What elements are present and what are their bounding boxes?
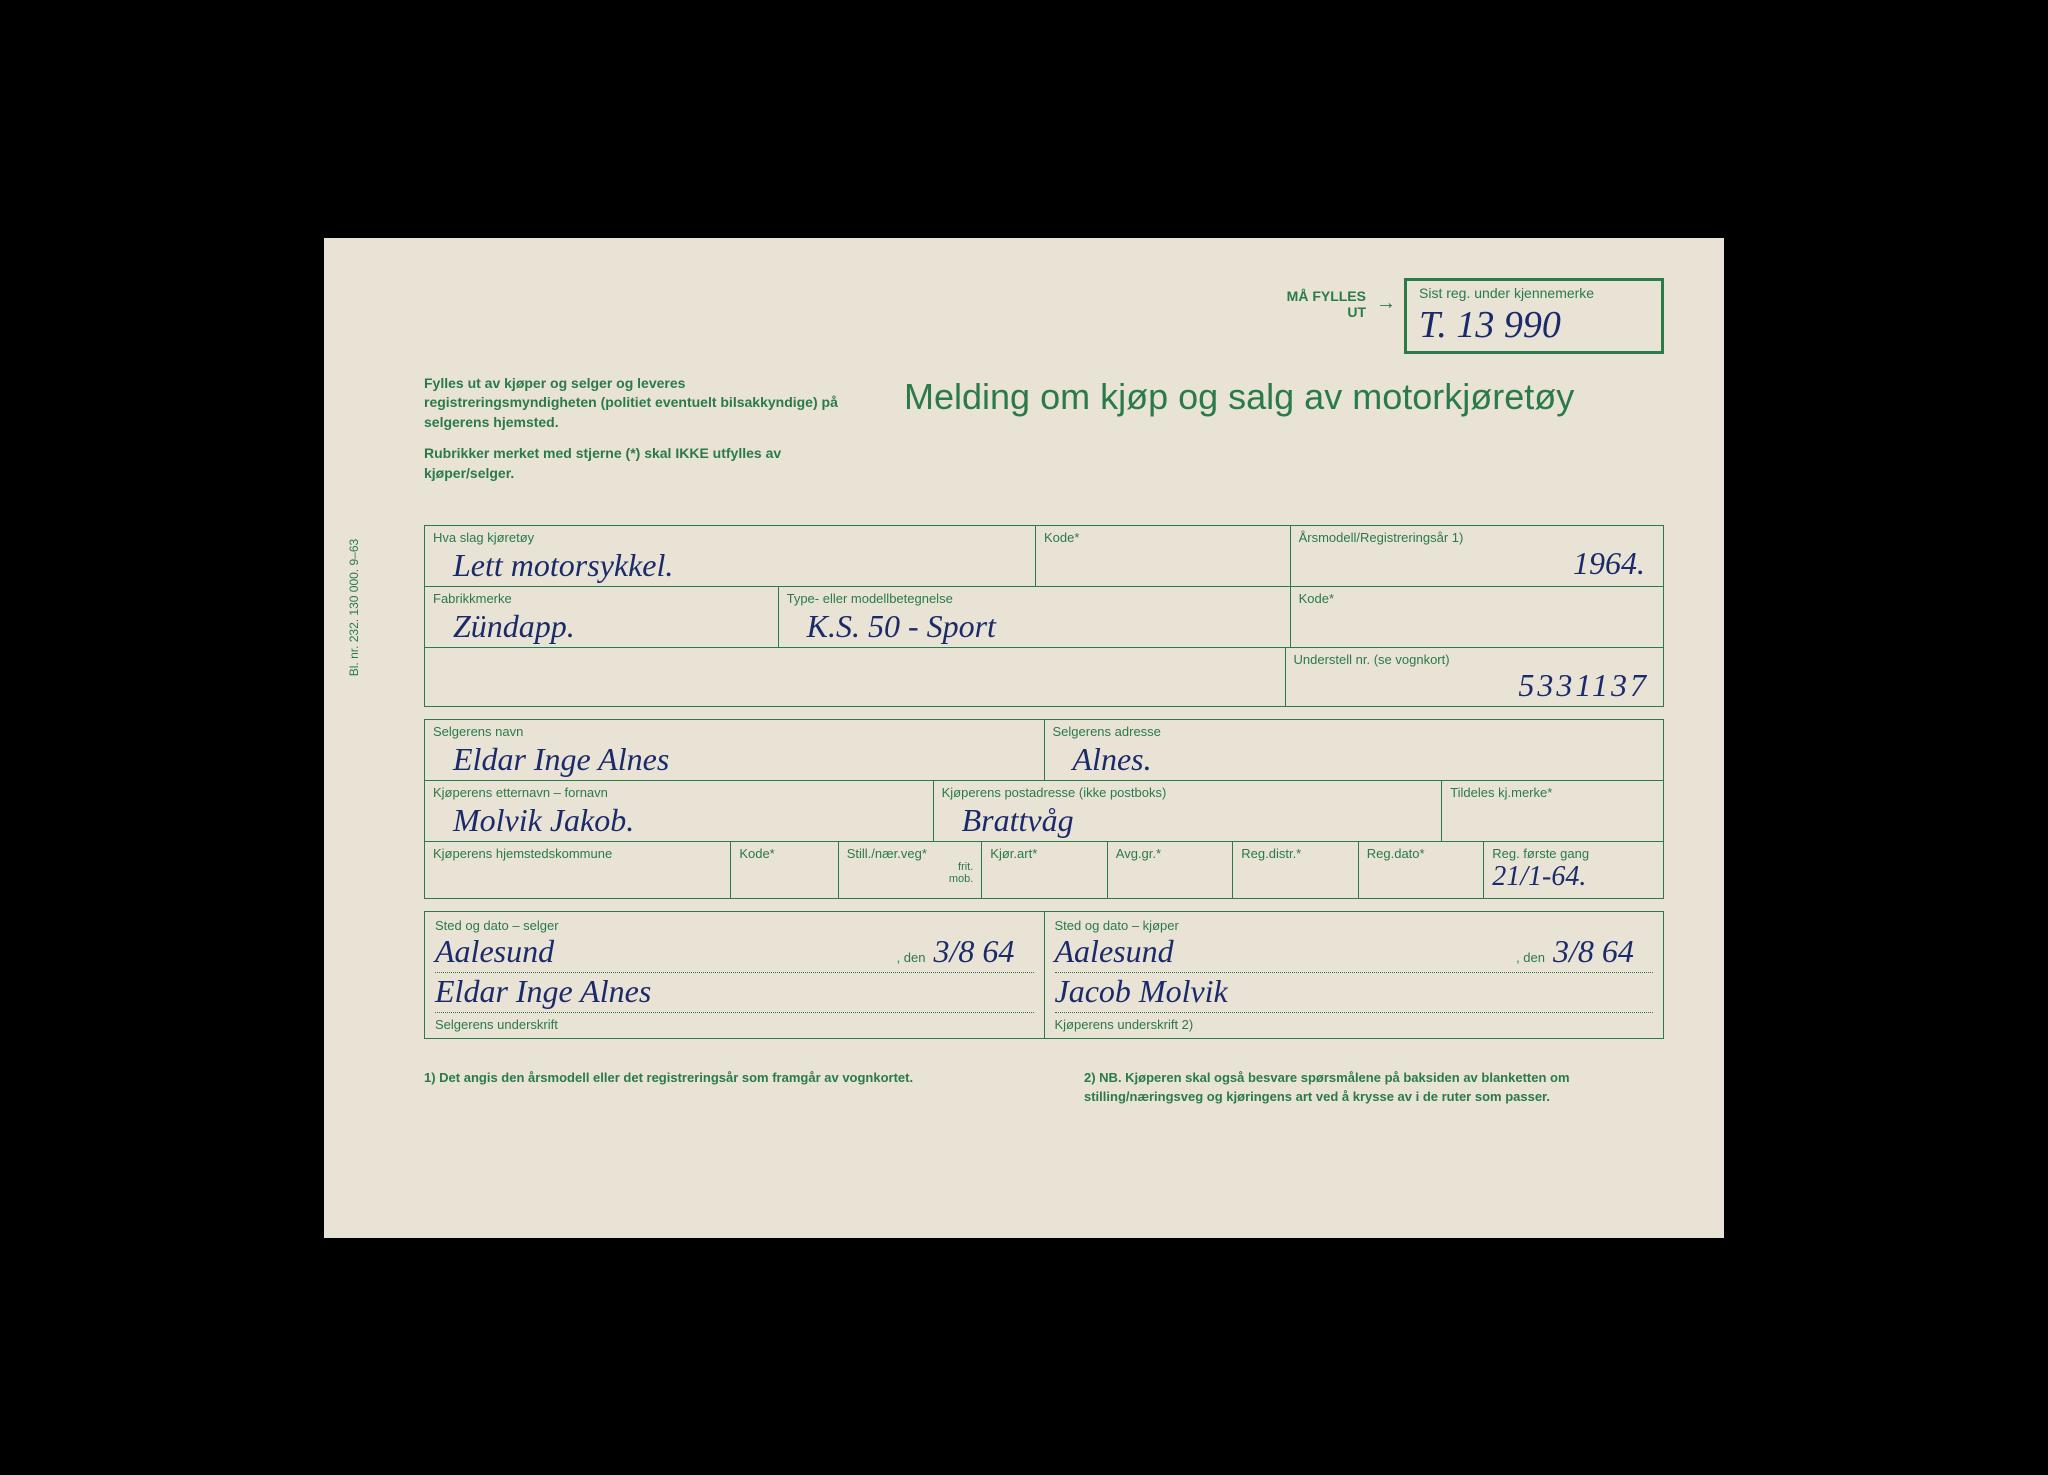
value-fabrikk: Zündapp. bbox=[433, 606, 770, 645]
value-type: K.S. 50 - Sport bbox=[787, 606, 1282, 645]
label-selger-sig: Sted og dato – selger bbox=[435, 918, 1034, 933]
value-hva-slag: Lett motorsykkel. bbox=[433, 545, 1027, 584]
label-still-sub: frit. mob. bbox=[847, 861, 974, 885]
vehicle-table: Hva slag kjøretøy Lett motorsykkel. Kode… bbox=[424, 525, 1664, 707]
instruction-para-2: Rubrikker merket med stjerne (*) skal IK… bbox=[424, 444, 844, 483]
footnotes: 1) Det angis den årsmodell eller det reg… bbox=[424, 1069, 1664, 1105]
form-title: Melding om kjøp og salg av motorkjøretøy bbox=[904, 374, 1574, 496]
den-label-2: , den bbox=[1516, 950, 1545, 965]
label-hjemsted: Kjøperens hjemstedskommune bbox=[433, 846, 722, 861]
row-vehicle-type: Hva slag kjøretøy Lett motorsykkel. Kode… bbox=[425, 526, 1663, 587]
value-understell: 5331137 bbox=[1294, 667, 1656, 704]
label-selger-navn: Selgerens navn bbox=[433, 724, 1036, 739]
cell-tildeles: Tildeles kj.merke* bbox=[1442, 781, 1663, 841]
parties-table: Selgerens navn Eldar Inge Alnes Selgeren… bbox=[424, 719, 1664, 899]
label-selger-underskrift: Selgerens underskrift bbox=[435, 1017, 1034, 1032]
footnote-1: 1) Det angis den årsmodell eller det reg… bbox=[424, 1069, 1004, 1105]
buyer-place-date-line: Aalesund , den 3/8 64 bbox=[1055, 933, 1654, 973]
cell-kjorart: Kjør.art* bbox=[982, 842, 1107, 898]
instructions-text: Fylles ut av kjøper og selger og leveres… bbox=[424, 374, 844, 496]
label-still: Still./nær.veg* bbox=[847, 846, 974, 861]
label-regdato: Reg.dato* bbox=[1367, 846, 1475, 861]
row-fabrikk: Fabrikkmerke Zündapp. Type- eller modell… bbox=[425, 587, 1663, 648]
cell-arsmodell: Årsmodell/Registreringsår 1) 1964. bbox=[1291, 526, 1663, 586]
ma-fylles-label: MÅ FYLLES UT bbox=[1287, 288, 1366, 320]
cell-spacer-understell bbox=[425, 648, 1285, 706]
value-selger-navn: Eldar Inge Alnes bbox=[433, 739, 1036, 778]
form-page: Bl. nr. 232. 130 000. 9–63 MÅ FYLLES UT … bbox=[324, 238, 1724, 1238]
value-kjoper-post: Brattvåg bbox=[942, 800, 1434, 839]
value-selger-sign: Eldar Inge Alnes bbox=[435, 973, 651, 1010]
footnote-2: 2) NB. Kjøperen skal også besvare spørsm… bbox=[1084, 1069, 1664, 1105]
cell-regforste: Reg. første gang 21/1-64. bbox=[1484, 842, 1663, 898]
value-arsmodell: 1964. bbox=[1299, 545, 1655, 582]
buyer-signature-block: Sted og dato – kjøper Aalesund , den 3/8… bbox=[1045, 912, 1664, 1038]
value-selger-adr: Alnes. bbox=[1053, 739, 1656, 778]
cell-kjoper-navn: Kjøperens etternavn – fornavn Molvik Jak… bbox=[425, 781, 934, 841]
cell-avggr: Avg.gr.* bbox=[1108, 842, 1233, 898]
value-regforste: 21/1-64. bbox=[1492, 861, 1655, 893]
label-fabrikk: Fabrikkmerke bbox=[433, 591, 770, 606]
cell-kjoper-post: Kjøperens postadresse (ikke postboks) Br… bbox=[934, 781, 1443, 841]
label-kjorart: Kjør.art* bbox=[990, 846, 1098, 861]
cell-kode3: Kode* bbox=[731, 842, 838, 898]
den-label-1: , den bbox=[897, 950, 926, 965]
label-kjoper-sig: Sted og dato – kjøper bbox=[1055, 918, 1654, 933]
cell-regdistr: Reg.distr.* bbox=[1233, 842, 1358, 898]
value-selger-date: 3/8 64 bbox=[934, 933, 1034, 970]
label-kode3: Kode* bbox=[739, 846, 829, 861]
cell-hva-slag: Hva slag kjøretøy Lett motorsykkel. bbox=[425, 526, 1036, 586]
cell-hjemsted: Kjøperens hjemstedskommune bbox=[425, 842, 731, 898]
seller-sign-line: Eldar Inge Alnes bbox=[435, 973, 1034, 1013]
cell-still: Still./nær.veg* frit. mob. bbox=[839, 842, 983, 898]
cell-kode1: Kode* bbox=[1036, 526, 1291, 586]
seller-signature-block: Sted og dato – selger Aalesund , den 3/8… bbox=[425, 912, 1045, 1038]
label-kode2: Kode* bbox=[1299, 591, 1655, 606]
value-kjoper-navn: Molvik Jakob. bbox=[433, 800, 925, 839]
seller-place-date-line: Aalesund , den 3/8 64 bbox=[435, 933, 1034, 973]
value-kjoper-sign: Jacob Molvik bbox=[1055, 973, 1228, 1010]
cell-selger-adr: Selgerens adresse Alnes. bbox=[1045, 720, 1664, 780]
value-kjoper-place: Aalesund bbox=[1055, 933, 1509, 970]
label-avggr: Avg.gr.* bbox=[1116, 846, 1224, 861]
label-regdistr: Reg.distr.* bbox=[1241, 846, 1349, 861]
row-details: Kjøperens hjemstedskommune Kode* Still./… bbox=[425, 842, 1663, 898]
cell-regdato: Reg.dato* bbox=[1359, 842, 1484, 898]
row-kjoper: Kjøperens etternavn – fornavn Molvik Jak… bbox=[425, 781, 1663, 842]
label-kjoper-post: Kjøperens postadresse (ikke postboks) bbox=[942, 785, 1434, 800]
header-row: MÅ FYLLES UT → Sist reg. under kjennemer… bbox=[424, 278, 1664, 354]
label-kjoper-navn: Kjøperens etternavn – fornavn bbox=[433, 785, 925, 800]
value-selger-place: Aalesund bbox=[435, 933, 889, 970]
reg-label: Sist reg. under kjennemerke bbox=[1419, 285, 1641, 301]
side-print-code: Bl. nr. 232. 130 000. 9–63 bbox=[347, 538, 361, 675]
label-arsmodell: Årsmodell/Registreringsår 1) bbox=[1299, 530, 1655, 545]
label-selger-adr: Selgerens adresse bbox=[1053, 724, 1656, 739]
instruction-para-1: Fylles ut av kjøper og selger og leveres… bbox=[424, 374, 844, 433]
label-hva-slag: Hva slag kjøretøy bbox=[433, 530, 1027, 545]
buyer-sign-line: Jacob Molvik bbox=[1055, 973, 1654, 1013]
label-type: Type- eller modellbetegnelse bbox=[787, 591, 1282, 606]
cell-selger-navn: Selgerens navn Eldar Inge Alnes bbox=[425, 720, 1045, 780]
label-kode1: Kode* bbox=[1044, 530, 1282, 545]
value-kjoper-date: 3/8 64 bbox=[1553, 933, 1653, 970]
cell-type: Type- eller modellbetegnelse K.S. 50 - S… bbox=[779, 587, 1291, 647]
reg-value: T. 13 990 bbox=[1419, 303, 1641, 347]
row-understell: Understell nr. (se vognkort) 5331137 bbox=[425, 648, 1663, 706]
instructions-row: Fylles ut av kjøper og selger og leveres… bbox=[424, 374, 1664, 496]
row-selger: Selgerens navn Eldar Inge Alnes Selgeren… bbox=[425, 720, 1663, 781]
cell-understell: Understell nr. (se vognkort) 5331137 bbox=[1285, 648, 1664, 706]
signature-section: Sted og dato – selger Aalesund , den 3/8… bbox=[424, 911, 1664, 1039]
label-tildeles: Tildeles kj.merke* bbox=[1450, 785, 1655, 800]
cell-fabrikk: Fabrikkmerke Zündapp. bbox=[425, 587, 779, 647]
cell-kode2: Kode* bbox=[1291, 587, 1663, 647]
registration-box: Sist reg. under kjennemerke T. 13 990 bbox=[1404, 278, 1664, 354]
label-kjoper-underskrift: Kjøperens underskrift 2) bbox=[1055, 1017, 1654, 1032]
label-understell: Understell nr. (se vognkort) bbox=[1294, 652, 1656, 667]
arrow-icon: → bbox=[1376, 292, 1396, 315]
label-regforste: Reg. første gang bbox=[1492, 846, 1655, 861]
